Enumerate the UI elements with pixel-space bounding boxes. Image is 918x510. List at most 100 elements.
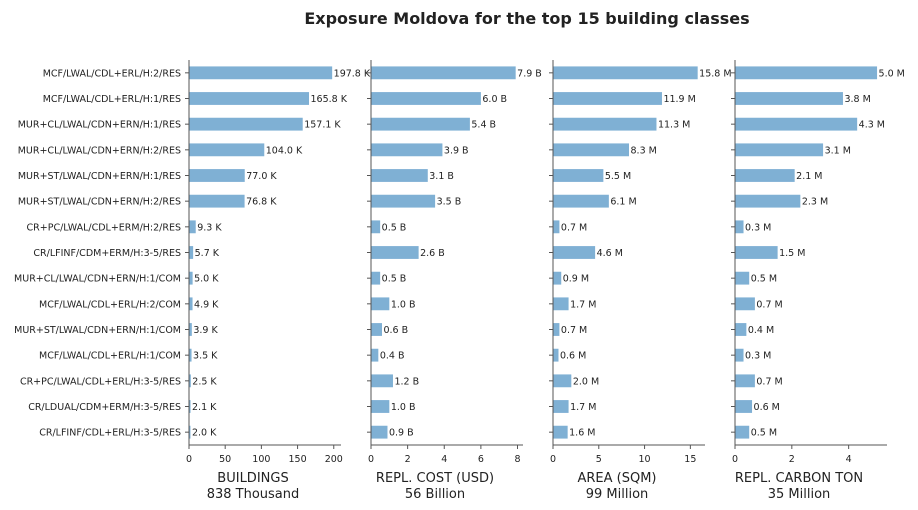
panel-total: 35 Million [768, 487, 831, 502]
x-tick-label: 150 [289, 454, 307, 465]
bar [371, 220, 381, 234]
bar [553, 169, 604, 182]
bar-value-label: 104.0 K [266, 145, 303, 156]
bar-value-label: 0.5 M [751, 428, 777, 439]
bar-value-label: 4.9 K [194, 299, 219, 310]
bar [553, 143, 629, 157]
bar [371, 66, 516, 80]
x-tick-label: 4 [441, 454, 447, 465]
x-axis-label: REPL. CARBON TON [735, 471, 863, 486]
bar-value-label: 1.5 M [779, 248, 805, 259]
bar-value-label: 3.5 K [193, 351, 218, 362]
bar-value-label: 5.5 M [605, 171, 631, 182]
bar-value-label: 0.5 M [751, 274, 777, 285]
bar-value-label: 3.1 M [825, 145, 851, 156]
bar-value-label: 0.7 M [756, 299, 782, 310]
bar [371, 348, 379, 362]
category-label: MCF/LWAL/CDL+ERL/H:2/COM [39, 299, 181, 310]
bar-value-label: 157.1 K [304, 120, 341, 131]
x-tick-label: 0 [186, 454, 192, 465]
bar [189, 169, 245, 182]
x-tick-label: 2 [789, 454, 795, 465]
bar [189, 271, 193, 285]
x-axis-label: REPL. COST (USD) [376, 471, 494, 486]
bar [735, 297, 755, 311]
x-tick-label: 0 [368, 454, 374, 465]
panel-total: 99 Million [586, 487, 649, 502]
bar [371, 194, 436, 208]
bar-value-label: 3.9 K [193, 325, 218, 336]
bar-value-label: 0.6 B [383, 325, 408, 336]
category-label: MUR+CL/LWAL/CDN+ERN/H:1/COM [14, 274, 181, 285]
bar [189, 220, 196, 234]
bar-value-label: 11.3 M [658, 120, 690, 131]
bar-value-label: 2.3 M [802, 197, 828, 208]
bar-value-label: 0.9 M [563, 274, 589, 285]
category-label: MCF/LWAL/CDL+ERL/H:1/RES [43, 94, 181, 105]
bar-value-label: 5.0 K [194, 274, 219, 285]
category-label: MUR+ST/LWAL/CDN+ERN/H:1/COM [14, 325, 181, 336]
bar [553, 246, 596, 259]
category-label: CR+PC/LWAL/CDL+ERL/H:3-5/RES [20, 376, 181, 387]
bar [553, 194, 609, 208]
x-tick-label: 8 [514, 454, 520, 465]
bar [553, 66, 698, 80]
bar [189, 194, 245, 208]
bar-value-label: 4.3 M [859, 120, 885, 131]
bar [371, 425, 388, 439]
bar-value-label: 8.3 M [631, 145, 657, 156]
panel-1: 197.8 K 165.8 K 157.1 K 104.0 K 77.0 K 76.8 K… [185, 60, 371, 502]
bar-value-label: 7.9 B [517, 68, 542, 79]
bar-value-label: 3.8 M [844, 94, 870, 105]
bar-value-label: 1.2 B [394, 376, 419, 387]
x-tick-label: 2 [405, 454, 411, 465]
bar [189, 143, 265, 157]
bar [735, 246, 778, 259]
bar-value-label: 1.0 B [391, 402, 416, 413]
panel-2: 7.9 B 6.0 B 5.4 B 3.9 B 3.1 B 3.5 B 0.5 B 2.6 B… [367, 60, 542, 502]
category-label: CR+PC/LWAL/CDL+ERM/H:2/RES [27, 222, 181, 233]
bar-value-label: 1.6 M [569, 428, 595, 439]
bar-value-label: 0.6 M [754, 402, 780, 413]
chart-panels: 197.8 K 165.8 K 157.1 K 104.0 K 77.0 K 76.8 K… [185, 60, 905, 502]
bar-value-label: 2.6 B [420, 248, 445, 259]
bar [371, 246, 419, 259]
bar [371, 169, 428, 182]
panel-total: 838 Thousand [207, 487, 300, 502]
x-tick-label: 50 [219, 454, 231, 465]
bar-value-label: 3.9 B [444, 145, 469, 156]
x-tick-label: 4 [846, 454, 852, 465]
bar [371, 297, 390, 311]
bar-value-label: 1.7 M [570, 402, 596, 413]
bar [553, 425, 568, 439]
bar-value-label: 0.5 B [382, 274, 407, 285]
category-label: MCF/LWAL/CDL+ERL/H:1/COM [39, 351, 181, 362]
category-label: MCF/LWAL/CDL+ERL/H:2/RES [43, 68, 181, 79]
bar [553, 220, 560, 234]
x-tick-label: 200 [325, 454, 343, 465]
bar-value-label: 5.4 B [471, 120, 496, 131]
bar [735, 348, 744, 362]
bar [735, 66, 878, 80]
bar [553, 271, 562, 285]
bar-value-label: 1.7 M [570, 299, 596, 310]
bar-value-label: 0.7 M [756, 376, 782, 387]
bar [189, 117, 303, 131]
bar-value-label: 3.5 B [437, 197, 462, 208]
bar-value-label: 4.6 M [597, 248, 623, 259]
bar [189, 374, 191, 388]
bar-value-label: 0.6 M [560, 351, 586, 362]
bar-value-label: 2.1 K [192, 402, 217, 413]
bar-value-label: 1.0 B [391, 299, 416, 310]
x-tick-label: 0 [550, 454, 556, 465]
x-axis-label: BUILDINGS [217, 471, 288, 486]
bar [371, 323, 382, 336]
x-tick-label: 15 [684, 454, 696, 465]
bar [189, 348, 192, 362]
bar-value-label: 5.7 K [195, 248, 220, 259]
bar [371, 374, 393, 388]
bar [371, 143, 443, 157]
x-tick-label: 5 [596, 454, 602, 465]
bar-value-label: 2.0 K [192, 428, 217, 439]
bar [735, 194, 801, 208]
